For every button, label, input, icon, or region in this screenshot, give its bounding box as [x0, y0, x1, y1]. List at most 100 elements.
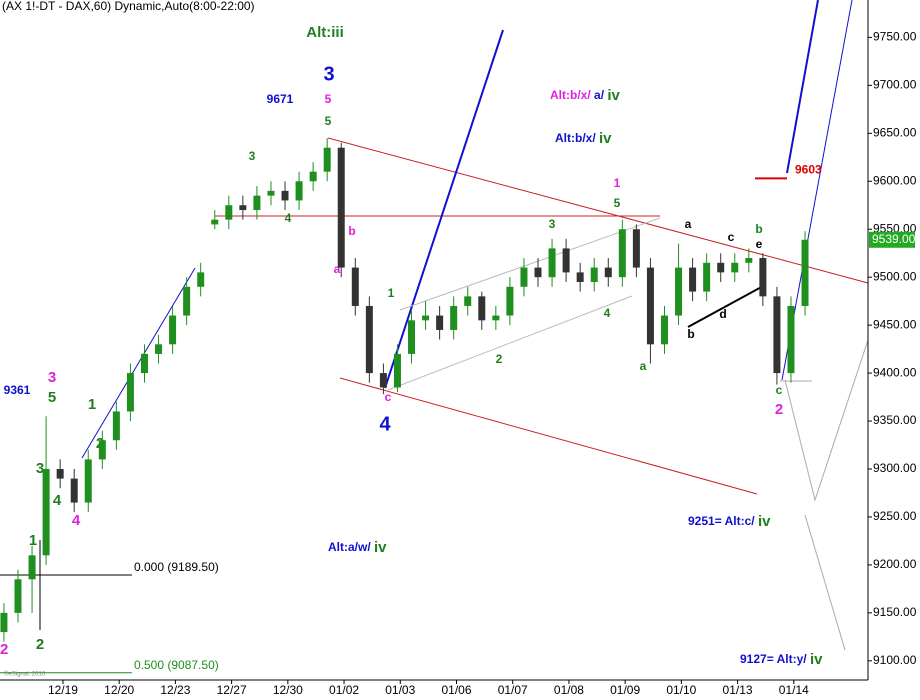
price-tag	[869, 231, 915, 248]
annotation: 1	[29, 532, 37, 549]
annotation: 4	[72, 512, 81, 529]
candle-body	[281, 190, 289, 201]
x-tick-label: 12/27	[217, 683, 247, 697]
y-tick-label: 9350.00	[873, 413, 917, 427]
candle-body	[56, 468, 64, 479]
trend-line	[327, 137, 869, 284]
y-tick-label: 9250.00	[873, 509, 917, 523]
candle-body	[309, 171, 317, 182]
annotation: d	[719, 307, 726, 321]
x-tick-label: 01/09	[610, 683, 640, 697]
annotation: 2	[496, 352, 503, 366]
annotation: 3	[249, 149, 256, 163]
x-tick-label: 12/30	[273, 683, 303, 697]
candle-body	[689, 267, 697, 292]
candle-body	[492, 315, 500, 321]
channel-line	[387, 295, 633, 391]
annotation-part: Alt:b/x/	[550, 88, 591, 102]
candle-body	[478, 296, 486, 321]
trend-line	[384, 29, 504, 389]
annotation: a	[640, 359, 647, 373]
trend-line	[687, 284, 766, 328]
candle-body	[183, 286, 191, 316]
candle-body	[618, 229, 626, 278]
annotation-part: 9127= Alt:y/	[740, 652, 807, 666]
candle-body	[379, 373, 387, 388]
annotation: 3	[36, 460, 44, 477]
annotation: 4	[604, 306, 611, 320]
x-tick-label: 01/07	[498, 683, 528, 697]
candle-body	[534, 267, 542, 278]
annotation-part: iv	[374, 539, 387, 556]
annotation: Alt:iii	[306, 24, 344, 41]
candle-body	[436, 315, 444, 330]
candle-body	[450, 305, 458, 330]
annotation: 1	[88, 396, 96, 413]
trend-line	[786, 0, 819, 174]
candle-body	[646, 267, 654, 345]
annotation-part: 9251= Alt:c/	[688, 514, 755, 528]
candle-body	[70, 478, 78, 503]
y-tick-label: 9600.00	[873, 173, 917, 187]
candle-body	[520, 267, 528, 287]
y-tick-label: 9100.00	[873, 653, 917, 667]
annotation-part: a/	[594, 88, 605, 102]
x-tick-label: 01/02	[329, 683, 359, 697]
trend-line	[339, 377, 758, 495]
y-tick-label: 9750.00	[873, 30, 917, 44]
chart-title: (AX 1!-DT - DAX,60) Dynamic,Auto(8:00-22…	[2, 0, 255, 13]
candle-body	[239, 205, 247, 211]
annotation: a	[334, 262, 341, 276]
candle-body	[773, 296, 781, 374]
annotation: b	[687, 327, 694, 341]
y-tick-label: 9700.00	[873, 78, 917, 92]
annotation: 1	[388, 286, 395, 300]
x-tick-label: 01/10	[666, 683, 696, 697]
candle-body	[14, 579, 22, 613]
fib-label: 0.000 (9189.50)	[134, 560, 219, 574]
candle-body	[731, 262, 739, 273]
fib-label: 0.500 (9087.50)	[134, 658, 219, 672]
annotation: c	[385, 390, 392, 404]
annotation: 2	[0, 641, 8, 658]
annotation-part: iv	[607, 87, 620, 104]
candle-body	[717, 262, 725, 273]
candle-body	[576, 272, 584, 282]
candle-body	[337, 147, 345, 268]
watermark: ©eSignal, 2010	[4, 671, 46, 678]
candle-body	[660, 315, 668, 345]
candle-body	[365, 305, 373, 374]
annotation: 2	[775, 401, 783, 418]
annotation: 5	[48, 389, 56, 406]
candle-body	[155, 344, 163, 354]
candle-body	[253, 195, 261, 211]
annotation-part: Alt:a/w/	[328, 540, 371, 554]
candle-body	[42, 468, 50, 556]
candle-body	[28, 555, 36, 580]
x-tick-label: 12/23	[160, 683, 190, 697]
price-tag-label: 9539.00	[872, 232, 916, 246]
annotation: 3	[48, 369, 56, 386]
annotation: b	[348, 224, 355, 238]
candle-body	[393, 353, 401, 388]
candle-body	[84, 459, 92, 503]
annotation: 9251= Alt:c/ iv	[688, 513, 771, 530]
candle-body	[267, 190, 275, 196]
annotation: 4	[379, 413, 391, 435]
annotation: b	[755, 222, 762, 236]
x-tick-label: 12/20	[104, 683, 134, 697]
candle-body	[295, 181, 303, 201]
candle-body	[506, 286, 514, 316]
annotation: 9127= Alt:y/ iv	[740, 651, 823, 668]
annotation: 1	[614, 176, 621, 190]
annotation: Alt:b/x/ a/ iv	[550, 87, 621, 104]
y-tick-label: 9150.00	[873, 605, 917, 619]
candle-body	[801, 239, 809, 306]
y-tick-label: 9650.00	[873, 125, 917, 139]
candle-body	[632, 229, 640, 268]
candle-body	[590, 267, 598, 282]
candle-body	[126, 373, 134, 412]
candle-body	[112, 411, 120, 441]
